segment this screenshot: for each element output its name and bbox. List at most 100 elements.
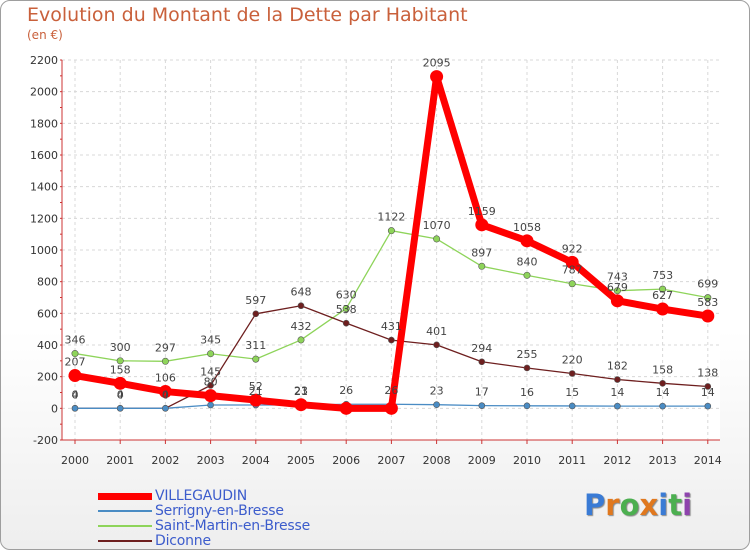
data-point (430, 70, 444, 84)
x-tick-label: 2011 (558, 454, 586, 467)
logo-letter: t (668, 488, 683, 522)
data-label: 138 (697, 366, 718, 379)
data-label: 1058 (513, 221, 541, 234)
y-tick-label: 2000 (30, 86, 58, 99)
data-point (701, 309, 715, 323)
data-label: 158 (110, 363, 131, 376)
data-point (388, 336, 395, 344)
x-tick-label: 2010 (513, 454, 541, 467)
data-label: 80 (204, 376, 218, 389)
data-label: 1070 (423, 219, 451, 232)
data-point (613, 287, 621, 295)
data-label: 897 (471, 246, 492, 259)
data-point (704, 402, 712, 410)
data-label: 743 (607, 271, 628, 284)
y-tick-label: 1400 (30, 181, 58, 194)
data-label: 538 (336, 303, 357, 316)
data-point (568, 280, 576, 288)
data-label: 922 (562, 242, 583, 255)
y-tick-label: 1600 (30, 149, 58, 162)
data-label: 14 (656, 386, 670, 399)
y-tick-label: 1000 (30, 244, 58, 257)
x-tick-label: 2014 (694, 454, 722, 467)
data-label: 0 (162, 388, 169, 401)
data-label: 787 (562, 264, 583, 277)
data-label: 1122 (377, 211, 405, 224)
data-point (656, 302, 670, 316)
data-label: 630 (336, 289, 357, 302)
data-label: 432 (291, 320, 312, 333)
legend-swatch (98, 540, 152, 542)
legend-swatch (98, 525, 152, 527)
x-tick-label: 2013 (649, 454, 677, 467)
data-point (387, 227, 395, 235)
data-label: 26 (339, 384, 353, 397)
data-point (71, 350, 79, 358)
data-point (523, 271, 531, 279)
data-label: 627 (652, 289, 673, 302)
data-point (659, 380, 666, 387)
data-label: 23 (430, 385, 444, 398)
data-point (478, 358, 486, 366)
data-point (614, 376, 621, 383)
x-tick-label: 2005 (287, 454, 315, 467)
data-point (433, 235, 441, 243)
y-tick-label: 0 (51, 402, 58, 415)
data-label: 431 (381, 320, 402, 333)
y-tick-label: 1800 (30, 117, 58, 130)
data-label: 583 (697, 296, 718, 309)
data-label: 15 (565, 386, 579, 399)
data-label: 346 (65, 334, 86, 347)
data-label: 679 (607, 281, 628, 294)
data-point (614, 402, 621, 410)
data-point (116, 357, 124, 365)
data-point (475, 218, 489, 232)
data-point (520, 234, 534, 248)
data-label: 0 (117, 388, 124, 401)
data-label: 158 (652, 363, 673, 376)
data-label: 753 (652, 269, 673, 282)
data-point (523, 364, 531, 372)
data-point (433, 401, 440, 408)
data-label: 648 (291, 286, 312, 299)
x-tick-label: 2004 (242, 454, 270, 467)
data-point (342, 305, 350, 313)
y-tick-label: 2200 (30, 54, 58, 67)
y-tick-label: 400 (37, 339, 58, 352)
data-point (523, 402, 531, 410)
data-label: 597 (245, 294, 266, 307)
data-point (339, 401, 353, 415)
x-tick-label: 2006 (332, 454, 360, 467)
y-tick-label: 200 (37, 371, 58, 384)
x-tick-label: 2009 (468, 454, 496, 467)
legend-swatch (98, 492, 152, 500)
x-tick-label: 2000 (61, 454, 89, 467)
data-point (252, 310, 260, 318)
y-tick-label: -200 (33, 434, 58, 447)
data-point (294, 398, 308, 412)
logo-letter: i (682, 488, 693, 522)
legend-label: Saint-Martin-en-Bresse (155, 518, 310, 534)
data-point (207, 350, 215, 358)
data-label: 4 (162, 388, 169, 401)
legend-label: Serrigny-en-Bresse (155, 503, 284, 519)
data-label: 16 (520, 386, 534, 399)
data-point (384, 401, 398, 415)
logo-letter: o (619, 488, 640, 522)
data-label: 182 (607, 360, 628, 373)
data-label: 4 (72, 388, 79, 401)
legend-label: Diconne (155, 533, 211, 549)
data-point (71, 405, 79, 412)
data-point (161, 357, 169, 365)
data-point (207, 382, 214, 389)
data-point (478, 402, 486, 409)
data-point (565, 255, 579, 269)
data-label: 294 (471, 342, 492, 355)
data-point (568, 370, 576, 377)
proxiti-logo: Proxiti (584, 488, 692, 522)
data-point (68, 369, 82, 383)
data-label: 1159 (468, 205, 496, 218)
data-point (113, 376, 127, 390)
logo-letter: P (584, 488, 606, 522)
data-label: 401 (426, 325, 447, 338)
